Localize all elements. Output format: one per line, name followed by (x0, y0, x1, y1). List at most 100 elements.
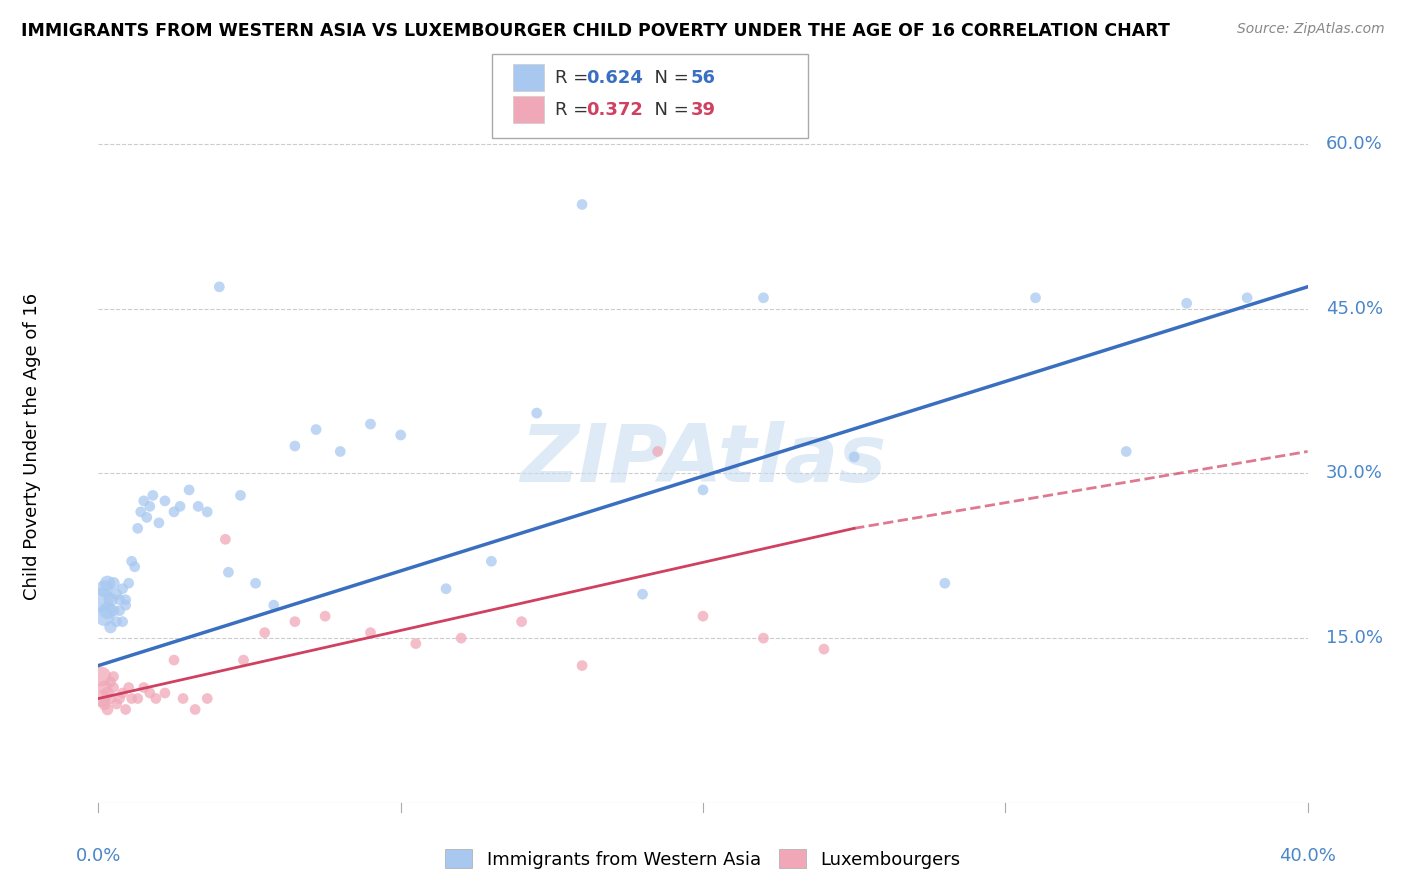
Text: N =: N = (643, 69, 695, 87)
Point (118, 681, 141, 695)
Point (844, 450, 866, 464)
Point (105, 615, 128, 629)
Point (934, 576, 956, 591)
Point (135, 510, 157, 524)
Point (450, 631, 472, 645)
Point (692, 609, 714, 624)
Text: 30.0%: 30.0% (1326, 465, 1382, 483)
Point (111, 686, 134, 700)
Point (132, 681, 155, 695)
Point (571, 197, 593, 211)
Point (114, 702, 136, 716)
Point (253, 625, 276, 640)
Point (284, 439, 307, 453)
Point (1115, 444, 1137, 458)
Point (105, 697, 128, 711)
Point (142, 488, 165, 502)
Point (127, 521, 149, 535)
Point (434, 582, 457, 596)
Point (108, 592, 131, 607)
Text: 0.0%: 0.0% (76, 847, 121, 864)
Point (752, 631, 775, 645)
Text: 39: 39 (690, 101, 716, 119)
Point (1175, 296, 1198, 310)
Point (108, 604, 131, 618)
Point (100, 620, 122, 634)
Point (139, 500, 162, 514)
Text: 56: 56 (690, 69, 716, 87)
Point (96, 702, 118, 716)
Point (314, 609, 336, 624)
Point (96, 686, 118, 700)
Point (103, 669, 125, 683)
Point (96, 604, 118, 618)
Point (284, 615, 307, 629)
Point (305, 423, 328, 437)
Text: R =: R = (555, 69, 595, 87)
Point (169, 500, 191, 514)
Text: Source: ZipAtlas.com: Source: ZipAtlas.com (1237, 22, 1385, 37)
Point (100, 691, 122, 706)
Point (103, 681, 125, 695)
Text: ZIPAtlas: ZIPAtlas (520, 421, 886, 500)
Point (96, 576, 118, 591)
Point (100, 592, 122, 607)
Point (208, 280, 231, 294)
Point (360, 417, 382, 431)
Point (93, 697, 115, 711)
Point (93, 582, 115, 596)
Point (129, 505, 152, 519)
Point (132, 494, 155, 508)
Point (118, 576, 141, 591)
Point (90, 691, 112, 706)
Text: R =: R = (555, 101, 595, 119)
Point (405, 637, 427, 651)
Point (214, 533, 236, 547)
Text: IMMIGRANTS FROM WESTERN ASIA VS LUXEMBOURGER CHILD POVERTY UNDER THE AGE OF 16 C: IMMIGRANTS FROM WESTERN ASIA VS LUXEMBOU… (21, 22, 1170, 40)
Point (148, 516, 170, 530)
Point (163, 653, 186, 667)
Point (329, 444, 352, 458)
Point (813, 642, 835, 657)
Point (571, 658, 593, 673)
Point (195, 505, 218, 519)
Point (752, 291, 775, 305)
Point (692, 483, 714, 497)
Point (103, 604, 125, 618)
Point (647, 444, 669, 458)
Legend: Immigrants from Western Asia, Luxembourgers: Immigrants from Western Asia, Luxembourg… (439, 842, 967, 876)
Point (1024, 291, 1046, 305)
Point (90, 669, 112, 683)
Point (121, 554, 143, 568)
Point (108, 691, 131, 706)
Text: Child Poverty Under the Age of 16: Child Poverty Under the Age of 16 (22, 293, 41, 599)
Text: 0.372: 0.372 (586, 101, 643, 119)
Text: N =: N = (643, 101, 695, 119)
Point (179, 483, 201, 497)
Text: 15.0%: 15.0% (1326, 629, 1382, 647)
Point (153, 494, 176, 508)
Text: 45.0%: 45.0% (1326, 300, 1384, 318)
Point (229, 488, 252, 502)
Point (184, 702, 207, 716)
Point (100, 675, 122, 690)
Point (145, 691, 167, 706)
Text: 0.624: 0.624 (586, 69, 643, 87)
Point (139, 686, 162, 700)
Point (245, 576, 267, 591)
Point (111, 615, 134, 629)
Point (510, 615, 533, 629)
Point (360, 625, 382, 640)
Point (631, 587, 654, 601)
Point (121, 691, 143, 706)
Point (217, 566, 239, 580)
Point (172, 691, 194, 706)
Point (187, 500, 209, 514)
Point (195, 691, 218, 706)
Point (103, 576, 125, 591)
Point (526, 406, 548, 420)
Point (1236, 291, 1258, 305)
Point (90, 592, 112, 607)
Point (163, 505, 186, 519)
Point (481, 554, 503, 568)
